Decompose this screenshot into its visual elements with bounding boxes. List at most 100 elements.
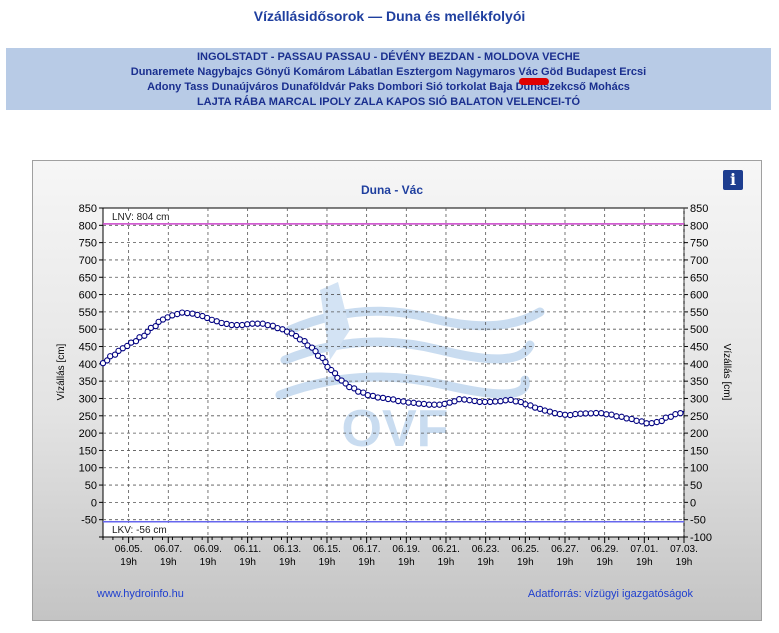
nav-link-marcal[interactable]: MARCAL	[268, 96, 317, 108]
x-tick-label-hour: 19h	[438, 557, 455, 568]
series-marker	[613, 413, 620, 420]
nav-link-adony[interactable]: Adony	[147, 81, 182, 93]
series-marker	[410, 399, 417, 406]
series-marker	[223, 320, 230, 328]
footer-source: Adatforrás: vízügyi igazgatóságok	[528, 588, 694, 600]
y-tick-label-right: 100	[690, 463, 708, 475]
nav-link-komárom[interactable]: Komárom	[293, 66, 345, 78]
nav-link-passau-dévény[interactable]: PASSAU - DÉVÉNY	[325, 51, 426, 63]
nav-link-esztergom[interactable]: Esztergom	[396, 66, 453, 78]
nav-link-lábatlan[interactable]: Lábatlan	[347, 66, 394, 78]
series-marker	[425, 401, 433, 408]
series-marker	[672, 411, 679, 418]
nav-row-1: INGOLSTADT - PASSAU PASSAU - DÉVÉNY BEZD…	[6, 51, 771, 63]
series-marker	[104, 357, 111, 364]
y-tick-label-right: 200	[690, 428, 708, 440]
nav-link-rába[interactable]: RÁBA	[234, 96, 266, 108]
nav-row-2: Dunaremete Nagybajcs Gönyű Komárom Lábat…	[6, 66, 771, 78]
nav-link-baja[interactable]: Baja	[489, 81, 513, 93]
reference-label-bg	[109, 210, 173, 222]
y-tick-label-right: 250	[690, 411, 708, 423]
x-tick-label-date: 06.05.	[115, 544, 143, 555]
series-marker	[189, 310, 196, 317]
x-tick-label-hour: 19h	[676, 557, 693, 568]
series-marker	[364, 392, 371, 399]
y-tick-label: 550	[79, 307, 97, 319]
series-marker	[561, 411, 569, 418]
series-marker	[572, 410, 579, 418]
y-tick-label-right: 650	[690, 272, 708, 284]
y-tick-label: 300	[79, 393, 97, 405]
series-marker	[456, 396, 463, 403]
y-tick-label: 400	[79, 359, 97, 371]
y-tick-label-right: 150	[690, 445, 708, 457]
series-marker	[132, 338, 140, 345]
nav-link-budapest[interactable]: Budapest	[566, 66, 617, 78]
nav-link-kapos[interactable]: KAPOS	[386, 96, 426, 108]
y-tick-label: 800	[79, 220, 97, 232]
series-marker	[623, 415, 630, 422]
nav-link-dunaújváros[interactable]: Dunaújváros	[211, 81, 279, 93]
series-marker	[567, 411, 574, 419]
series-marker	[481, 398, 489, 406]
series-marker	[351, 385, 358, 392]
series-marker	[292, 332, 300, 340]
nav-link-sió[interactable]: SIÓ	[428, 96, 448, 108]
nav-link-lajta[interactable]: LAJTA	[196, 96, 232, 108]
series-marker	[319, 354, 326, 362]
series-marker	[466, 397, 473, 404]
series-marker	[441, 400, 448, 408]
nav-link-nagymaros[interactable]: Nagymaros	[455, 66, 516, 78]
x-tick-label-date: 06.13.	[273, 544, 301, 555]
series-marker	[400, 398, 407, 405]
series-marker	[486, 398, 494, 406]
series-marker	[194, 311, 201, 319]
x-tick-label-hour: 19h	[398, 557, 415, 568]
nav-link-ingolstadt-passau[interactable]: INGOLSTADT - PASSAU	[196, 51, 323, 63]
series-marker	[346, 383, 353, 391]
series-marker	[124, 342, 131, 350]
nav-link-ercsi[interactable]: Ercsi	[619, 66, 647, 78]
info-icon[interactable]: i	[723, 170, 743, 190]
y-tick-label: -50	[81, 515, 97, 527]
nav-link-paks[interactable]: Paks	[348, 81, 375, 93]
series-marker	[582, 410, 589, 417]
x-tick-label-date: 06.21.	[432, 544, 460, 555]
x-tick-label-date: 06.19.	[392, 544, 420, 555]
series-marker	[144, 328, 151, 335]
x-tick-label-hour: 19h	[596, 557, 613, 568]
series-marker	[633, 417, 640, 424]
nav-link-tass[interactable]: Tass	[184, 81, 209, 93]
nav-link-dombori[interactable]: Dombori	[377, 81, 423, 93]
nav-link-gönyű[interactable]: Gönyű	[255, 66, 291, 78]
series-marker	[653, 418, 660, 426]
x-tick-label-hour: 19h	[477, 557, 494, 568]
nav-link-ipoly[interactable]: IPOLY	[319, 96, 352, 108]
series-marker	[218, 319, 225, 327]
nav-link-sió-torkolat[interactable]: Sió torkolat	[425, 81, 487, 93]
nav-link-nagybajcs[interactable]: Nagybajcs	[197, 66, 253, 78]
x-tick-label-date: 07.03.	[670, 544, 698, 555]
series-marker	[658, 417, 665, 425]
nav-link-balaton[interactable]: BALATON	[450, 96, 504, 108]
x-tick-label-date: 06.09.	[194, 544, 222, 555]
y-tick-label-right: 750	[690, 238, 708, 250]
footer-link[interactable]: www.hydroinfo.hu	[96, 588, 184, 600]
nav-link-zala[interactable]: ZALA	[354, 96, 383, 108]
nav-link-göd[interactable]: Göd	[541, 66, 564, 78]
series-marker	[648, 419, 655, 427]
y-tick-label-right: 300	[690, 393, 708, 405]
nav-row-4: LAJTA RÁBA MARCAL IPOLY ZALA KAPOS SIÓ B…	[6, 96, 771, 108]
nav-link-mohács[interactable]: Mohács	[588, 81, 630, 93]
x-tick-label-date: 06.29.	[591, 544, 619, 555]
series-marker	[603, 411, 610, 418]
x-tick-label-hour: 19h	[517, 557, 534, 568]
nav-link-dunaremete[interactable]: Dunaremete	[130, 66, 195, 78]
series-marker	[662, 414, 669, 421]
nav-link-dunaföldvár[interactable]: Dunaföldvár	[281, 81, 346, 93]
nav-link-bezdan-moldova-veche[interactable]: BEZDAN - MOLDOVA VECHE	[428, 51, 580, 63]
x-tick-label-hour: 19h	[319, 557, 336, 568]
nav-link-velencei-tó[interactable]: VELENCEI-TÓ	[506, 96, 581, 108]
nav-link-vác[interactable]: Vác	[518, 66, 538, 78]
chart-title: Duna - Vác	[361, 183, 423, 197]
